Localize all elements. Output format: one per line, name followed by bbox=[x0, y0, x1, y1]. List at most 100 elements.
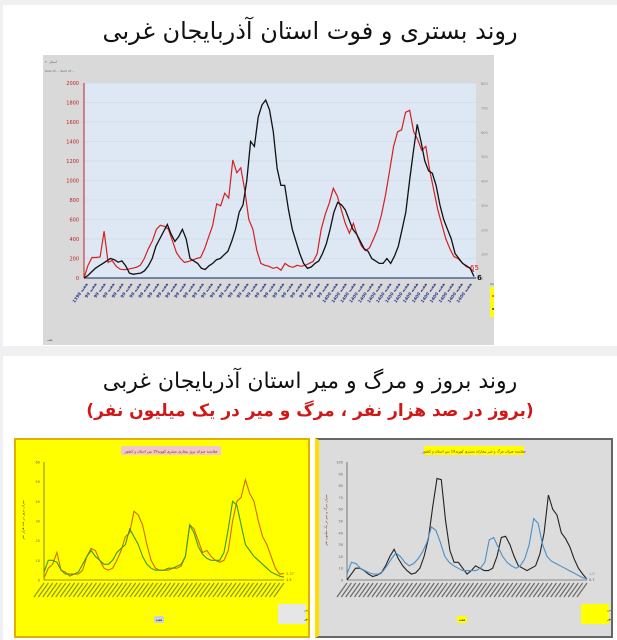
x-tick-label bbox=[273, 582, 285, 598]
x-tick-label bbox=[50, 582, 62, 598]
x-tick-label bbox=[576, 582, 588, 598]
end-label-1: 1.0 bbox=[589, 572, 595, 576]
y-tick-label: 0 bbox=[38, 579, 40, 583]
x-tick-label bbox=[81, 582, 93, 598]
x-tick-label bbox=[125, 582, 137, 598]
x-tick-label bbox=[107, 582, 119, 598]
x-tick-label bbox=[234, 582, 246, 598]
x-tick-label bbox=[515, 582, 527, 598]
legend-box[interactable] bbox=[581, 604, 609, 624]
incidence-chart-svg: مقایسه میزان بروز بیماری بستری کووید19 ب… bbox=[21, 446, 327, 624]
legend-box[interactable] bbox=[490, 287, 534, 317]
x-tick-label bbox=[129, 582, 141, 598]
x-tick-label bbox=[251, 582, 263, 598]
x-tick-label bbox=[64, 582, 76, 598]
y-tick-label: 1000 bbox=[66, 179, 79, 185]
y-tick-label: 100 bbox=[336, 461, 343, 465]
x-tick-label bbox=[164, 582, 176, 598]
x-axis-title: هفته bbox=[156, 618, 163, 622]
x-tick-label bbox=[103, 582, 115, 598]
y-tick-label: 30 bbox=[339, 543, 343, 547]
x-tick-label bbox=[225, 582, 237, 598]
x-axis-title-box bbox=[457, 616, 467, 623]
filter-label[interactable]: استان ۲۰ bbox=[45, 60, 57, 64]
hospitalization-death-card: روند بستری و فوت استان آذربایجان غربی اس… bbox=[3, 5, 617, 346]
legend-item-country: کل کشور bbox=[606, 617, 611, 621]
x-tick-label bbox=[436, 582, 448, 598]
x-tick-label bbox=[269, 582, 281, 598]
x-tick-label bbox=[550, 582, 562, 598]
y-tick-label: 10 bbox=[36, 559, 40, 563]
y2-tick-label: 600 bbox=[481, 131, 488, 135]
x-tick-label bbox=[449, 582, 461, 598]
y-tick-label: 70 bbox=[339, 496, 343, 500]
x-tick-label bbox=[72, 582, 84, 598]
x-tick-label bbox=[480, 582, 492, 598]
x-tick-label bbox=[340, 582, 352, 598]
x-tick-label bbox=[216, 582, 228, 598]
x-tick-label bbox=[55, 582, 67, 598]
x-tick-label bbox=[120, 582, 132, 598]
x-tick-label bbox=[229, 582, 241, 598]
x-tick-label bbox=[203, 582, 215, 598]
x-tick-label bbox=[116, 582, 128, 598]
x-tick-label bbox=[524, 582, 536, 598]
field-label[interactable]: Sum of ... Sum of ... bbox=[45, 69, 75, 73]
x-tick-label bbox=[138, 582, 150, 598]
x-tick-label bbox=[208, 582, 220, 598]
x-tick-label bbox=[238, 582, 250, 598]
chart-title: مقایسه میزان بروز بیماری بستری کووید19 ب… bbox=[124, 450, 218, 454]
x-tick-label bbox=[247, 582, 259, 598]
x-tick-label bbox=[393, 582, 405, 598]
x-tick-label bbox=[554, 582, 566, 598]
x-tick-label bbox=[384, 582, 396, 598]
legend-item-province: آذربایجان غربی bbox=[607, 607, 611, 612]
footer-label[interactable]: هفته bbox=[47, 338, 53, 342]
x-tick-label bbox=[545, 582, 557, 598]
y-tick-label: 90 bbox=[339, 472, 343, 476]
x-tick-label bbox=[397, 582, 409, 598]
y-tick-label: 10 bbox=[339, 567, 343, 571]
death-line bbox=[83, 98, 475, 279]
x-tick-label bbox=[242, 582, 254, 598]
x-tick-label bbox=[256, 582, 268, 598]
x-tick-label bbox=[59, 582, 71, 598]
x-tick-label bbox=[476, 582, 488, 598]
x-tick-label bbox=[415, 582, 427, 598]
x-tick-label bbox=[423, 582, 435, 598]
x-tick-label bbox=[484, 582, 496, 598]
x-tick-label bbox=[445, 582, 457, 598]
x-tick-label bbox=[77, 582, 89, 598]
y-tick-label: 1600 bbox=[66, 120, 79, 126]
x-tick-label bbox=[177, 582, 189, 598]
x-tick-label bbox=[336, 582, 348, 598]
mortality-chart: مقایسه میزان مرگ و میر بیماران بستری کوو… bbox=[315, 438, 617, 638]
x-tick-label bbox=[471, 582, 483, 598]
x-tick-label bbox=[489, 582, 501, 598]
y-tick-label: 400 bbox=[69, 237, 79, 243]
x-tick-label bbox=[528, 582, 540, 598]
x-tick-label bbox=[173, 582, 185, 598]
legend-box[interactable] bbox=[278, 604, 306, 624]
y-tick-label: 20 bbox=[339, 555, 343, 559]
y-tick-label: 2000 bbox=[66, 81, 79, 87]
x-tick-label bbox=[358, 582, 370, 598]
x-tick-label bbox=[42, 582, 54, 598]
province-line bbox=[43, 477, 285, 579]
x-tick-label bbox=[454, 582, 466, 598]
chart-title: مقایسه میزان مرگ و میر بیماران بستری کوو… bbox=[421, 449, 525, 454]
y-tick-label: 200 bbox=[69, 257, 79, 263]
x-tick-label bbox=[502, 582, 514, 598]
y-tick-label: 60 bbox=[36, 461, 40, 465]
hospitalization-line bbox=[83, 109, 475, 279]
x-tick-label bbox=[68, 582, 80, 598]
country-line bbox=[346, 517, 588, 580]
x-tick-label bbox=[94, 582, 106, 598]
chart-title-box bbox=[121, 446, 221, 455]
x-tick-label bbox=[388, 582, 400, 598]
x-tick-label bbox=[264, 582, 276, 598]
x-tick-label bbox=[112, 582, 124, 598]
x-tick-label bbox=[559, 582, 571, 598]
x-tick-label bbox=[151, 582, 163, 598]
y2-tick-label: 0 bbox=[481, 277, 483, 281]
